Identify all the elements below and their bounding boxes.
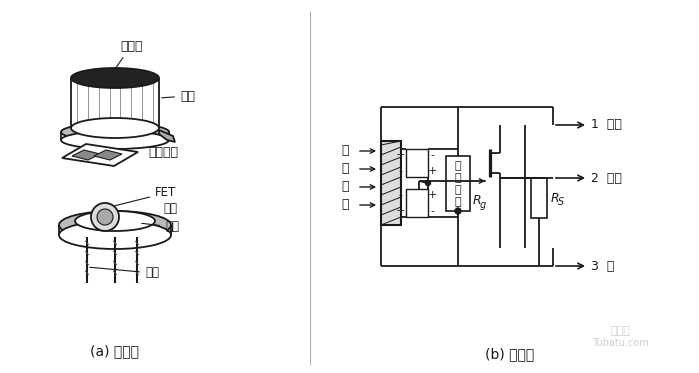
Text: (a) 结构图: (a) 结构图 [90, 344, 140, 358]
Text: 红: 红 [341, 144, 349, 157]
Text: 射: 射 [341, 198, 349, 211]
Circle shape [97, 209, 113, 225]
Text: 值: 值 [454, 173, 461, 183]
Ellipse shape [59, 211, 171, 239]
Text: 电: 电 [454, 185, 461, 195]
Text: 敏感元件: 敏感元件 [148, 147, 178, 160]
Text: -: - [430, 206, 434, 216]
Text: +: + [396, 206, 405, 216]
Bar [531, 178, 547, 218]
Text: +: + [427, 166, 437, 176]
Text: S: S [558, 197, 564, 207]
Circle shape [426, 181, 431, 185]
Ellipse shape [61, 123, 169, 141]
Circle shape [455, 208, 461, 214]
Bar [406, 149, 428, 177]
Polygon shape [72, 150, 100, 160]
Text: 滤光片: 滤光片 [112, 40, 143, 74]
Bar [381, 141, 401, 225]
Text: -: - [398, 166, 402, 176]
Text: -: - [398, 190, 402, 200]
Text: +: + [427, 190, 437, 200]
Text: 引脚: 引脚 [89, 266, 159, 279]
Text: 高: 高 [454, 161, 461, 171]
Ellipse shape [75, 211, 155, 231]
Text: Tubatu.com: Tubatu.com [591, 338, 649, 348]
Ellipse shape [61, 131, 169, 149]
Bar [446, 156, 470, 211]
Text: 管帽: 管帽 [161, 90, 195, 103]
Text: +: + [396, 150, 405, 160]
Ellipse shape [59, 221, 171, 249]
Ellipse shape [71, 68, 159, 88]
Text: 2  源级: 2 源级 [591, 172, 622, 185]
Bar [131, 215, 139, 221]
Polygon shape [94, 150, 122, 160]
Text: g: g [480, 200, 487, 210]
Text: 高阻: 高阻 [142, 220, 179, 233]
Text: 土巴兔: 土巴兔 [610, 326, 630, 336]
Polygon shape [62, 144, 138, 166]
Text: 1  漏级: 1 漏级 [591, 119, 622, 132]
Text: (b) 电路图: (b) 电路图 [485, 347, 535, 361]
Text: 辐: 辐 [341, 181, 349, 194]
Text: R: R [473, 194, 482, 207]
Text: 外: 外 [341, 163, 349, 176]
Bar [125, 213, 139, 223]
Ellipse shape [71, 118, 159, 138]
Text: -: - [430, 150, 434, 160]
Polygon shape [159, 130, 175, 142]
Text: 3  地: 3 地 [591, 260, 614, 273]
Text: 管座: 管座 [157, 203, 177, 216]
Text: 阻: 阻 [454, 197, 461, 207]
Text: FET: FET [113, 186, 176, 206]
Bar [406, 189, 428, 217]
Text: R: R [551, 191, 560, 204]
Circle shape [91, 203, 119, 231]
